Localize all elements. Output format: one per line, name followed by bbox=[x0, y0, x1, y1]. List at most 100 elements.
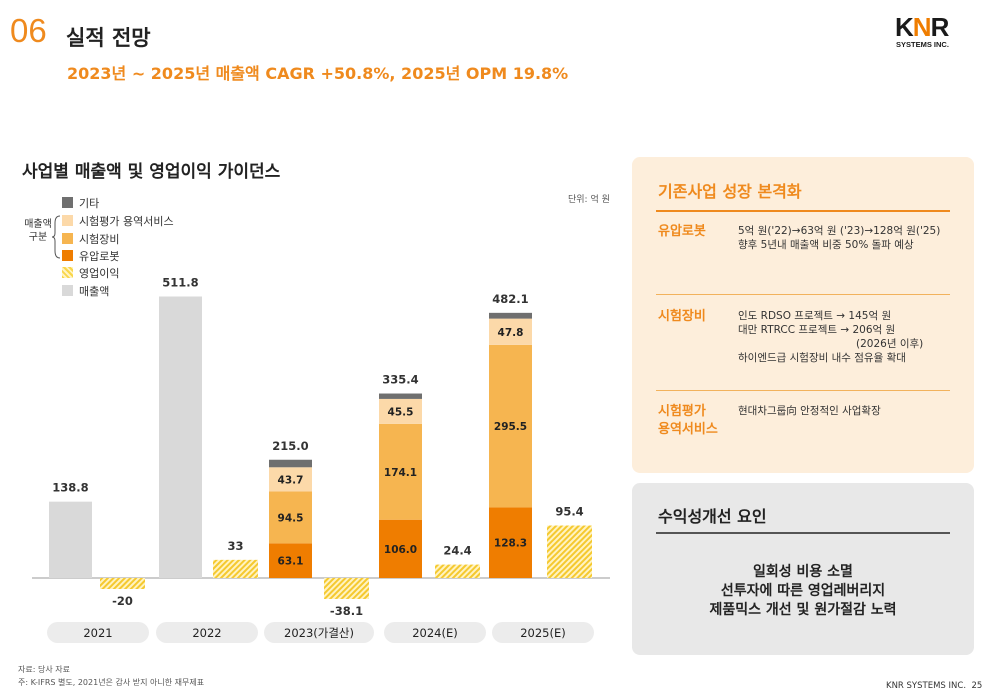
page-footer: KNR SYSTEMS INC. 25 bbox=[886, 681, 982, 691]
segment-data-label: 94.5 bbox=[278, 512, 304, 524]
bar-segment-hydraulic-robot bbox=[489, 507, 532, 578]
footer-company: KNR SYSTEMS INC. bbox=[886, 681, 967, 691]
bar-segment-hydraulic-robot bbox=[269, 543, 312, 578]
op-profit-label: -20 bbox=[112, 594, 133, 608]
category-pill bbox=[264, 622, 374, 643]
bar-segment-test-service bbox=[379, 398, 422, 424]
bar-segment-other bbox=[269, 459, 312, 468]
legend-swatch-op-profit bbox=[62, 267, 73, 278]
segment-data-label: 106.0 bbox=[384, 544, 417, 556]
desc-line: 대만 RTRCC 프로젝트 → 206억 원 bbox=[738, 324, 896, 336]
legend-label: 매출액 bbox=[79, 285, 110, 298]
growth-category-service: 시험평가 용역서비스 bbox=[658, 403, 718, 439]
segment-data-label: 43.7 bbox=[278, 474, 304, 486]
footnote: 주: K-IFRS 별도, 2021년은 감사 받지 아니한 재무제표 bbox=[18, 678, 205, 687]
desc-line: 현대차그룹向 안정적인 사업확장 bbox=[738, 405, 881, 417]
op-profit-label: 24.4 bbox=[443, 544, 471, 558]
bar-segment-test-service bbox=[489, 318, 532, 345]
chart-title: 사업별 매출액 및 영업이익 가이던스 bbox=[22, 162, 281, 182]
op-profit-bar bbox=[435, 564, 480, 578]
category-pill bbox=[384, 622, 486, 643]
legend-swatch-test-equipment bbox=[62, 233, 73, 244]
bar-segment-test-service bbox=[269, 467, 312, 492]
legend-group-line1: 매출액 bbox=[24, 219, 52, 230]
category-line: 용역서비스 bbox=[658, 422, 718, 437]
bar-segment-test-equipment bbox=[269, 491, 312, 544]
legend-brace bbox=[52, 215, 61, 259]
segment-data-label: 174.1 bbox=[384, 467, 417, 479]
section-number: 06 bbox=[10, 12, 47, 49]
segment-data-label: 47.8 bbox=[498, 327, 524, 339]
legend-swatch-test-service bbox=[62, 215, 73, 226]
logo-subtext: SYSTEMS INC. bbox=[896, 40, 949, 49]
chart-area: 2021 2022 2023(가결산) 2024(E) 2025(E) 138.8 511.… bbox=[32, 276, 610, 643]
revenue-total-label: 335.4 bbox=[382, 373, 418, 387]
growth-panel-divider bbox=[656, 210, 950, 212]
segment-data-label: 45.5 bbox=[388, 406, 414, 418]
section-title: 실적 전망 bbox=[66, 26, 151, 50]
bar-segment-test-equipment bbox=[379, 423, 422, 520]
growth-panel-title: 기존사업 성장 본격화 bbox=[658, 182, 802, 201]
logo-letter-n: N bbox=[912, 12, 932, 42]
x-tick-label: 2023(가결산) bbox=[284, 626, 354, 640]
growth-separator bbox=[656, 390, 950, 391]
category-pill bbox=[492, 622, 594, 643]
growth-panel bbox=[632, 157, 974, 473]
logo-letter-k: K bbox=[895, 12, 914, 42]
category-pill bbox=[156, 622, 258, 643]
profit-factor: 선투자에 따른 영업레버리지 bbox=[720, 583, 886, 599]
x-tick-label: 2022 bbox=[192, 626, 221, 640]
bar-segment-other bbox=[379, 393, 422, 399]
bar-segment-test-equipment bbox=[489, 344, 532, 508]
company-logo: KNR bbox=[895, 12, 950, 43]
category-pill bbox=[47, 622, 149, 643]
x-tick-label: 2021 bbox=[83, 626, 112, 640]
x-tick-label: 2024(E) bbox=[412, 626, 458, 640]
revenue-total-label: 511.8 bbox=[162, 276, 198, 290]
revenue-bar bbox=[49, 501, 92, 578]
legend-item-test-service: 시험평가 용역서비스 bbox=[62, 215, 174, 229]
page-subtitle: 2023년 ~ 2025년 매출액 CAGR +50.8%, 2025년 OPM… bbox=[67, 64, 569, 83]
op-profit-bar bbox=[324, 578, 369, 599]
legend-item-op-profit: 영업이익 bbox=[62, 267, 119, 281]
op-profit-label: 95.4 bbox=[555, 505, 583, 519]
category-line: 시험평가 bbox=[658, 404, 706, 419]
legend-label: 시험장비 bbox=[79, 233, 120, 246]
desc-line: (2026년 이후) bbox=[856, 338, 924, 350]
growth-desc-robot: 5억 원('22)→63억 원 ('23)→128억 원('25) 향후 5년내… bbox=[738, 224, 940, 252]
op-profit-bar bbox=[547, 525, 592, 578]
op-profit-label: -38.1 bbox=[330, 604, 363, 618]
revenue-total-label: 215.0 bbox=[272, 439, 308, 453]
op-profit-bar bbox=[213, 559, 258, 578]
bar-segment-other bbox=[489, 312, 532, 319]
bar-segment-hydraulic-robot bbox=[379, 519, 422, 578]
logo-letter-r: R bbox=[930, 12, 950, 42]
legend-group-line2: 구분 bbox=[28, 232, 48, 243]
legend-label: 기타 bbox=[79, 197, 100, 210]
segment-data-label: 63.1 bbox=[278, 556, 304, 568]
legend-item-revenue: 매출액 bbox=[62, 285, 109, 299]
desc-line: 하이엔드급 시험장비 내수 점유율 확대 bbox=[738, 352, 906, 364]
growth-category-equipment: 시험장비 bbox=[658, 309, 706, 324]
legend-label: 영업이익 bbox=[79, 267, 120, 280]
legend-group-label: 매출액 구분 bbox=[22, 218, 54, 244]
legend-item-hydraulic-robot: 유압로봇 bbox=[62, 250, 119, 264]
page-number: 25 bbox=[971, 681, 983, 691]
growth-desc-service: 현대차그룹向 안정적인 사업확장 bbox=[738, 404, 881, 418]
revenue-bar bbox=[159, 296, 202, 578]
segment-data-label: 295.5 bbox=[494, 421, 527, 433]
x-tick-label: 2025(E) bbox=[520, 626, 566, 640]
legend-item-test-equipment: 시험장비 bbox=[62, 233, 119, 247]
desc-line: 5억 원('22)→63억 원 ('23)→128억 원('25) bbox=[738, 225, 941, 237]
profit-panel-title: 수익성개선 요인 bbox=[658, 507, 767, 526]
legend-swatch-hydraulic-robot bbox=[62, 250, 73, 261]
revenue-total-label: 482.1 bbox=[492, 292, 528, 306]
revenue-total-label: 138.8 bbox=[52, 481, 88, 495]
legend-swatch-revenue bbox=[62, 285, 73, 296]
legend-swatch-other bbox=[62, 197, 73, 208]
source-note: 자료: 당사 자료 bbox=[18, 665, 70, 674]
desc-line: 향후 5년내 매출액 비중 50% 돌파 예상 bbox=[738, 239, 914, 251]
profit-panel-divider bbox=[656, 532, 950, 534]
profit-panel bbox=[632, 483, 974, 655]
legend-item-other: 기타 bbox=[62, 197, 99, 211]
